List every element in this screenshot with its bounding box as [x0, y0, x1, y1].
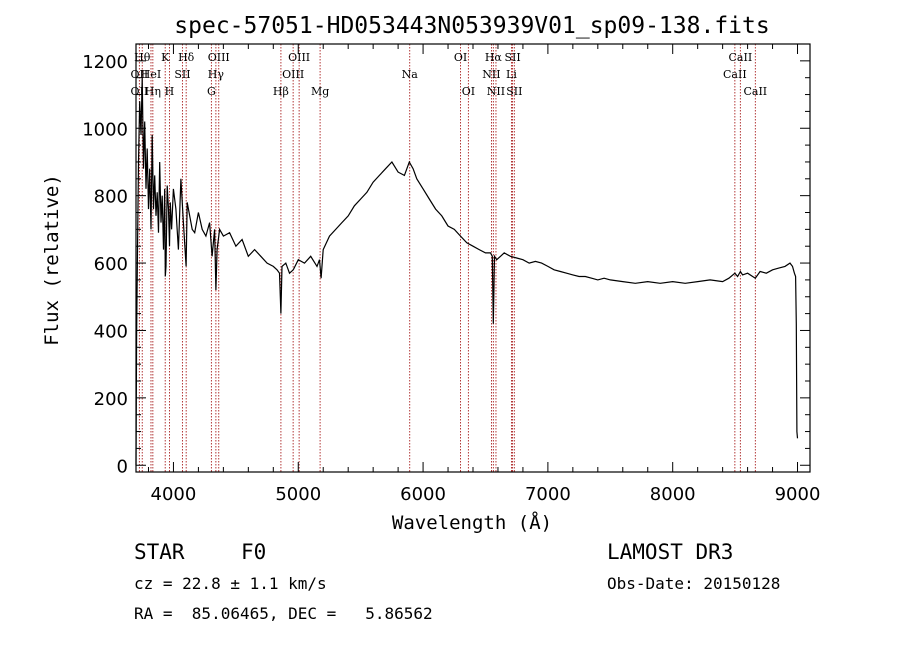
y-tick-label: 0 [117, 456, 128, 477]
spectral-line-label: Hθ [134, 51, 151, 64]
spectral-line-label: OIII [288, 51, 310, 64]
y-tick-label: 1000 [82, 119, 128, 140]
spectral-line-label: CaII [723, 68, 747, 81]
y-tick-label: 1200 [82, 52, 128, 73]
y-tick-label: 800 [94, 187, 128, 208]
spectral-line-markers [138, 44, 756, 472]
x-tick-label: 6000 [400, 484, 446, 505]
spectral-line-label: K [161, 51, 170, 64]
spectral-line-label: SII [506, 85, 522, 98]
spectral-line-label: Hβ [273, 85, 289, 98]
spectral-line-label: HeI [141, 68, 161, 81]
x-tick-label: 8000 [650, 484, 696, 505]
survey-name: LAMOST DR3 [607, 540, 734, 564]
plot-frame [135, 43, 811, 473]
obs-date: Obs-Date: 20150128 [607, 574, 781, 593]
x-tick-label: 5000 [275, 484, 321, 505]
spectral-line-label: OI [454, 51, 467, 64]
spectrum-series [135, 77, 799, 466]
spectral-line-label: Mg [311, 85, 329, 98]
spectral-line-label: OI [462, 85, 475, 98]
spectral-line-label: SII [504, 51, 520, 64]
y-tick-label: 600 [94, 254, 128, 275]
coordinates: RA = 85.06465, DEC = 5.86562 [134, 604, 433, 623]
y-axis: 0 200 400 600 800 1000 1200 [82, 52, 810, 477]
spectral-line-label: OII [131, 68, 149, 81]
object-class: STAR [134, 540, 185, 564]
spectral-line-label: Na [402, 68, 419, 81]
spectral-line-label: CaII [743, 85, 767, 98]
x-tick-label: 7000 [525, 484, 571, 505]
x-tick-label: 9000 [775, 484, 821, 505]
spectral-line-label: H [165, 85, 175, 98]
spectral-line-label: SII [174, 68, 190, 81]
spectral-line-label: Hγ [208, 68, 225, 81]
object-subclass: F0 [241, 540, 267, 564]
spectral-line-label: CaII [729, 51, 753, 64]
spectral-line-label: Li [506, 68, 517, 81]
x-axis-label: Wavelength (Å) [392, 511, 552, 534]
y-tick-label: 200 [94, 389, 128, 410]
x-tick-label: 4000 [151, 484, 197, 505]
spectral-line-label: NII [482, 68, 500, 81]
spectral-line-label: G [207, 85, 216, 98]
spectral-line-label: NII [487, 85, 505, 98]
spectral-line-label: Hη [145, 85, 161, 98]
y-axis-label: Flux (relative) [41, 174, 63, 346]
spectral-line-label: OIII [208, 51, 230, 64]
spectral-line-label: OII [131, 85, 149, 98]
y-tick-label: 400 [94, 321, 128, 342]
spectral-line-label: Hα [485, 51, 503, 64]
spectral-line-label: Hδ [178, 51, 195, 64]
x-axis: 4000 5000 6000 7000 8000 9000 [147, 44, 821, 505]
spectral-line-label: OIII [282, 68, 304, 81]
chart-title: spec-57051-HD053443N053939V01_sp09-138.f… [174, 13, 769, 39]
redshift-readout: cz = 22.8 ± 1.1 km/s [134, 574, 327, 593]
